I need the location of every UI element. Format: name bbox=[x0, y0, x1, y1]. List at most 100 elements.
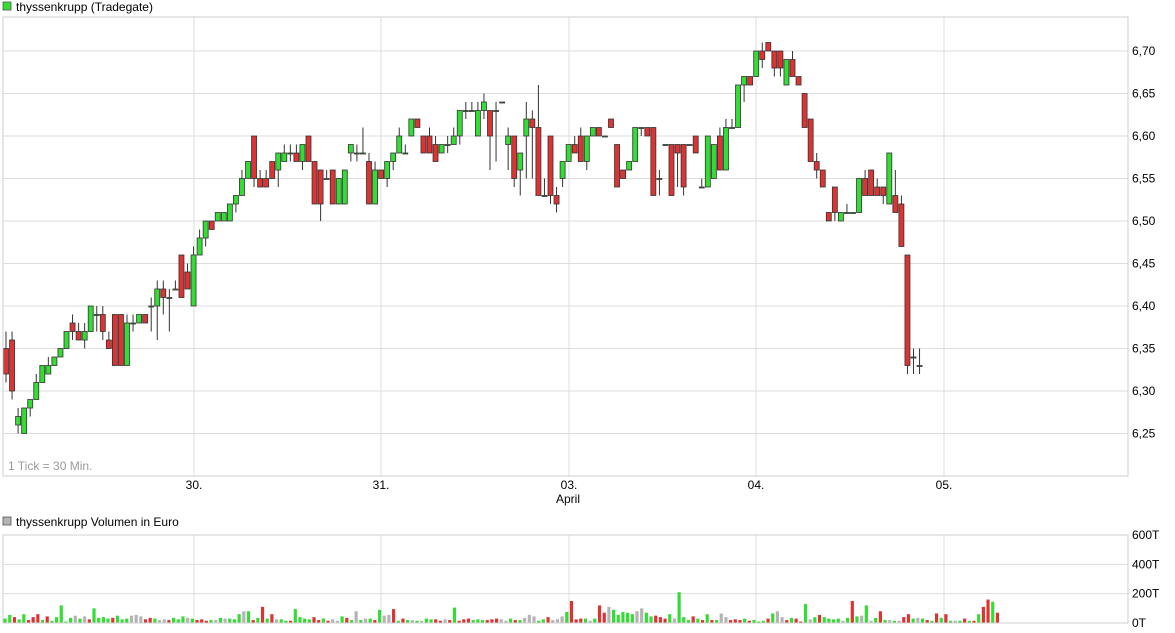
volume-bar bbox=[26, 620, 31, 623]
candle bbox=[620, 169, 626, 179]
candle bbox=[69, 314, 76, 340]
tick-interval-note: 1 Tick = 30 Min. bbox=[8, 459, 92, 473]
volume-y-tick-label: 200T bbox=[1132, 587, 1160, 601]
candle-body bbox=[577, 135, 584, 162]
candle bbox=[910, 348, 917, 374]
candle bbox=[535, 85, 542, 196]
candle bbox=[571, 136, 578, 154]
candle bbox=[880, 186, 887, 204]
volume-bar bbox=[471, 620, 475, 623]
candle-body bbox=[807, 118, 814, 162]
candle bbox=[347, 144, 354, 162]
volume-bar bbox=[443, 619, 447, 623]
volume-bar bbox=[331, 619, 335, 623]
volume-bar bbox=[771, 613, 775, 623]
candle bbox=[850, 212, 856, 214]
candle bbox=[462, 102, 469, 119]
volume-bar bbox=[64, 621, 68, 623]
candle bbox=[166, 289, 173, 332]
price-legend-swatch bbox=[2, 1, 12, 11]
volume-bar bbox=[3, 618, 7, 623]
volume-bar bbox=[359, 620, 363, 623]
candle bbox=[717, 127, 723, 171]
volume-bar bbox=[555, 619, 560, 623]
volume-legend-swatch bbox=[2, 516, 12, 526]
volume-bar bbox=[991, 601, 995, 623]
candle bbox=[45, 357, 52, 375]
volume-bar bbox=[270, 614, 274, 623]
candle-body bbox=[729, 127, 735, 129]
volume-bar bbox=[256, 617, 260, 623]
candle-body bbox=[390, 152, 397, 162]
candle bbox=[626, 161, 633, 171]
candle-body bbox=[420, 135, 427, 154]
candle-body bbox=[753, 50, 760, 77]
volume-bar bbox=[686, 620, 691, 623]
candle bbox=[287, 144, 294, 162]
candle-body bbox=[384, 161, 391, 179]
candle bbox=[444, 136, 451, 153]
candle bbox=[426, 127, 433, 154]
candle-body bbox=[704, 135, 711, 188]
candle-body bbox=[450, 135, 457, 145]
candle-body bbox=[644, 127, 651, 137]
candle bbox=[39, 365, 46, 383]
volume-grid bbox=[3, 534, 1128, 624]
candle bbox=[559, 161, 566, 187]
candle-body bbox=[21, 407, 28, 434]
candle bbox=[105, 331, 112, 349]
candle bbox=[904, 254, 911, 374]
candle bbox=[396, 127, 403, 154]
price-y-tick-label: 6,25 bbox=[1132, 427, 1156, 441]
candle bbox=[686, 144, 693, 146]
volume-bar bbox=[551, 620, 555, 623]
candle-body bbox=[202, 220, 209, 239]
candle bbox=[783, 59, 790, 86]
candle bbox=[202, 220, 209, 247]
volume-bar bbox=[967, 620, 971, 623]
volume-bar bbox=[59, 605, 63, 623]
candle-body bbox=[481, 101, 487, 111]
volume-bar bbox=[298, 617, 302, 623]
candle-body bbox=[293, 152, 300, 162]
volume-bar bbox=[392, 609, 396, 623]
candle-body bbox=[257, 178, 264, 188]
volume-bar bbox=[396, 620, 400, 623]
volume-bar bbox=[761, 620, 765, 623]
candle-body bbox=[378, 169, 385, 179]
candle bbox=[15, 408, 22, 434]
candle-body bbox=[45, 365, 52, 375]
volume-bar bbox=[574, 619, 578, 623]
candle-body bbox=[898, 203, 905, 247]
candle-body bbox=[245, 161, 251, 179]
candle-body bbox=[517, 152, 524, 171]
candle-body bbox=[692, 135, 699, 154]
volume-bar bbox=[532, 616, 536, 623]
volume-bar bbox=[284, 620, 288, 623]
candle-body bbox=[69, 322, 76, 332]
volume-bar bbox=[111, 617, 115, 623]
volume-bar bbox=[995, 612, 999, 623]
volume-bar bbox=[101, 617, 105, 623]
candle-body bbox=[608, 118, 614, 128]
candle bbox=[505, 127, 512, 170]
candle-body bbox=[360, 152, 366, 155]
volume-bar bbox=[466, 618, 471, 623]
volume-bar bbox=[616, 614, 620, 623]
candle bbox=[638, 127, 645, 136]
candle bbox=[868, 169, 875, 196]
price-frame bbox=[2, 16, 1129, 477]
price-y-tick-label: 6,35 bbox=[1132, 342, 1156, 356]
price-y-tick-label: 6,50 bbox=[1132, 214, 1156, 228]
volume-bar bbox=[569, 601, 574, 623]
candle bbox=[275, 152, 282, 187]
price-y-tick-label: 6,30 bbox=[1132, 384, 1156, 398]
candle-body bbox=[680, 144, 687, 188]
candle bbox=[420, 135, 427, 154]
volume-bar bbox=[785, 620, 789, 623]
volume-bar bbox=[321, 618, 325, 623]
candle bbox=[239, 170, 245, 196]
candle-body bbox=[287, 152, 294, 155]
volume-bar bbox=[45, 616, 49, 623]
candle bbox=[632, 127, 639, 162]
